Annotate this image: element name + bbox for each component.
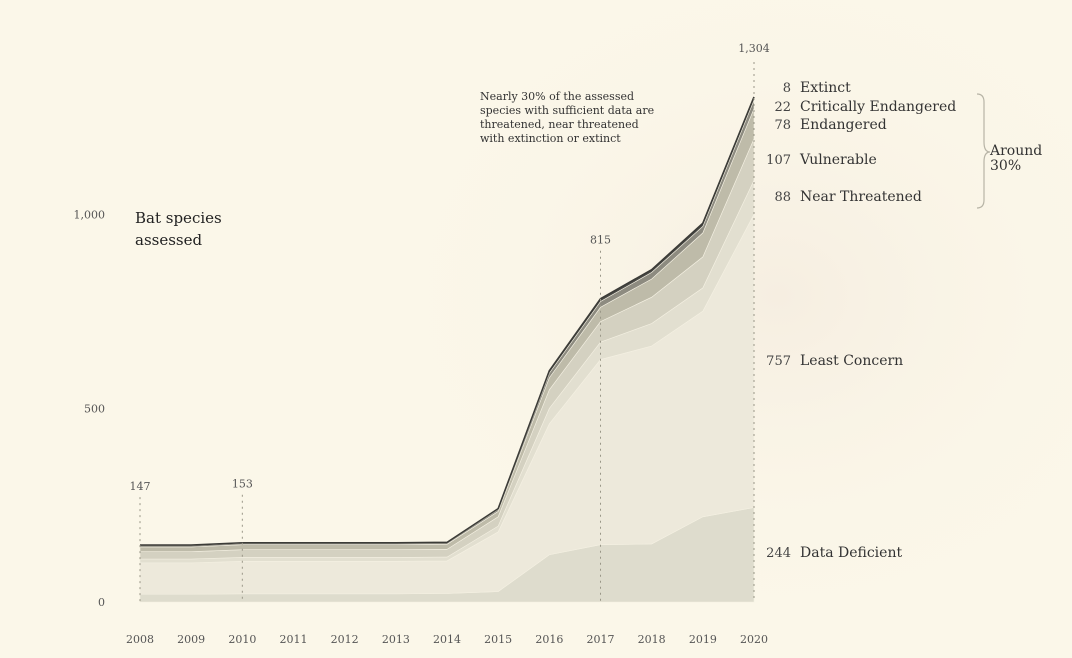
x-tick-label: 2018 [638,633,666,646]
x-tick-label: 2008 [126,633,154,646]
note-line: species with sufficient data are [480,104,654,117]
x-tick-label: 2017 [587,633,615,646]
y-tick-label: 1,000 [74,209,106,222]
x-tick-label: 2010 [228,633,256,646]
end-value-near-threatened: 88 [774,190,791,205]
end-label-near-threatened: Near Threatened [800,189,922,205]
x-tick-label: 2009 [177,633,205,646]
area-layer [139,96,755,603]
annotation-2020: 1,304 [738,42,770,55]
x-tick-label: 2012 [331,633,359,646]
note-line: with extinction or extinct [480,132,621,145]
x-tick-label: 2014 [433,633,461,646]
x-tick-label: 2020 [740,633,768,646]
end-value-endangered: 78 [774,118,791,133]
end-label-vulnerable: Vulnerable [799,152,877,168]
end-value-least-concern: 757 [766,354,791,369]
end-label-data-deficient: Data Deficient [800,545,902,561]
x-tick-label: 2019 [689,633,717,646]
x-tick-label: 2013 [382,633,410,646]
end-label-extinct: Extinct [800,80,851,96]
end-value-data-deficient: 244 [766,546,791,561]
label-layer: Bat species assessed Nearly 30% of the ass… [135,80,1042,561]
bracket-label-line: 30% [990,158,1021,174]
end-label-endangered: Endangered [800,117,887,133]
bracket-label-line: Around [989,143,1042,159]
x-tick-label: 2015 [484,633,512,646]
bracket [976,93,991,209]
end-value-extinct: 8 [783,81,791,96]
end-value-vulnerable: 107 [766,153,791,168]
x-tick-label: 2011 [280,633,308,646]
annotation-2008: 147 [130,480,151,493]
y-tick-label: 0 [98,596,105,609]
end-label-critically-endangered: Critically Endangered [800,99,956,115]
chart-title-line-1: Bat species [135,209,222,227]
note-line: threatened, near threatened [480,118,639,131]
note-line: Nearly 30% of the assessed [480,90,634,103]
total-line [140,96,755,546]
guide-layer: 147 153 815 1,304 [130,42,770,602]
x-tick-label: 2016 [535,633,563,646]
y-tick-label: 500 [84,402,105,415]
annotation-2017: 815 [590,234,611,247]
end-value-critically-endangered: 22 [774,100,791,115]
chart-title-line-2: assessed [135,231,202,249]
end-label-least-concern: Least Concern [800,353,903,369]
annotation-2010: 153 [232,478,253,491]
axis-layer: 0 500 1,000 2008 2009 2010 2011 2012 2013 2014 201… [74,209,769,646]
